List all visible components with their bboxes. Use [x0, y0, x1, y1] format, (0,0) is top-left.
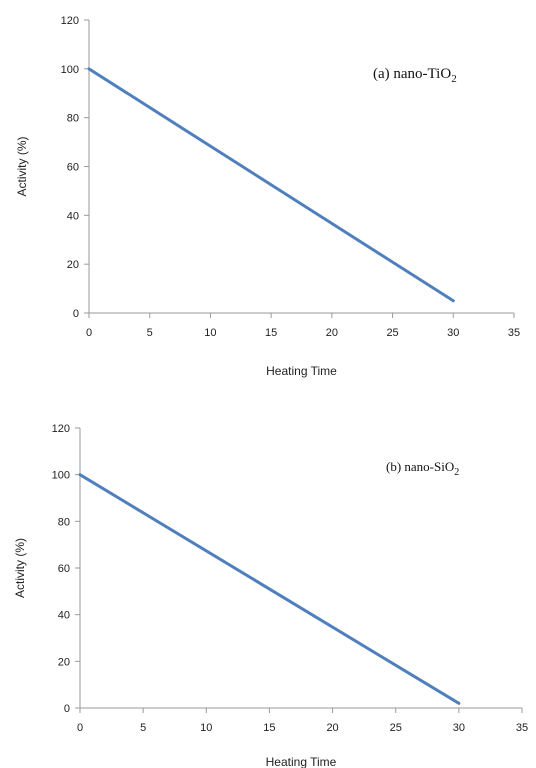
y-tick-label: 120: [61, 15, 79, 27]
chart-a-x-axis-title: Heating Time: [266, 364, 337, 378]
y-tick-label: 40: [58, 610, 70, 622]
chart-a: 0 20 40 60 80 100 120 0 5 10 15 20 25 30 35 Heating T…: [15, 15, 520, 378]
x-tick-label: 20: [326, 327, 338, 339]
y-tick-label: 120: [52, 423, 70, 435]
x-tick-label: 10: [204, 327, 216, 339]
y-tick-label: 0: [64, 703, 70, 715]
y-tick-label: 80: [67, 113, 79, 125]
x-tick-label: 30: [453, 722, 465, 734]
y-tick-label: 100: [61, 64, 79, 76]
y-tick-label: 60: [58, 563, 70, 575]
x-tick-label: 25: [390, 722, 402, 734]
series-line: [78, 473, 461, 705]
x-tick-label: 35: [516, 722, 528, 734]
chart-b-series: [78, 473, 461, 705]
chart-a-x-ticks: 0 5 10 15 20 25 30 35: [86, 313, 520, 339]
x-tick-label: 20: [326, 722, 338, 734]
chart-a-y-axis-title: Activity (%): [15, 136, 29, 196]
chart-b-y-axis-title: Activity (%): [13, 538, 27, 598]
chart-a-annotation-prefix: (a) nano-TiO: [373, 66, 451, 82]
chart-b-y-ticks: 0 20 40 60 80 100 120: [52, 423, 80, 715]
x-tick-label: 5: [147, 327, 153, 339]
chart-a-series: [87, 67, 455, 303]
x-tick-label: 5: [140, 722, 146, 734]
chart-b: 0 20 40 60 80 100 120 0 5 10 15 20 25 30 35 Heating T…: [13, 423, 528, 768]
x-tick-label: 0: [77, 722, 83, 734]
chart-b-x-ticks: 0 5 10 15 20 25 30 35: [77, 708, 528, 734]
x-tick-label: 15: [263, 722, 275, 734]
chart-a-annotation-subscript: 2: [451, 73, 457, 85]
chart-a-annotation: (a) nano-TiO2: [373, 66, 457, 85]
y-tick-label: 20: [58, 656, 70, 668]
x-tick-label: 10: [200, 722, 212, 734]
y-tick-label: 60: [67, 162, 79, 174]
x-tick-label: 15: [265, 327, 277, 339]
chart-b-annotation: (b) nano-SiO2: [386, 459, 459, 478]
x-tick-label: 25: [386, 327, 398, 339]
y-tick-label: 80: [58, 516, 70, 528]
y-tick-label: 100: [52, 470, 70, 482]
chart-a-axes: [88, 20, 514, 314]
y-tick-label: 40: [67, 210, 79, 222]
chart-b-annotation-subscript: 2: [454, 467, 459, 478]
x-tick-label: 0: [86, 327, 92, 339]
chart-b-x-axis-title: Heating Time: [266, 755, 337, 768]
series-line: [87, 67, 455, 303]
chart-b-annotation-prefix: (b) nano-SiO: [386, 459, 454, 474]
y-tick-label: 0: [73, 308, 79, 320]
x-tick-label: 35: [508, 327, 520, 339]
x-tick-label: 30: [447, 327, 459, 339]
y-tick-label: 20: [67, 259, 79, 271]
chart-a-y-ticks: 0 20 40 60 80 100 120: [61, 15, 89, 320]
